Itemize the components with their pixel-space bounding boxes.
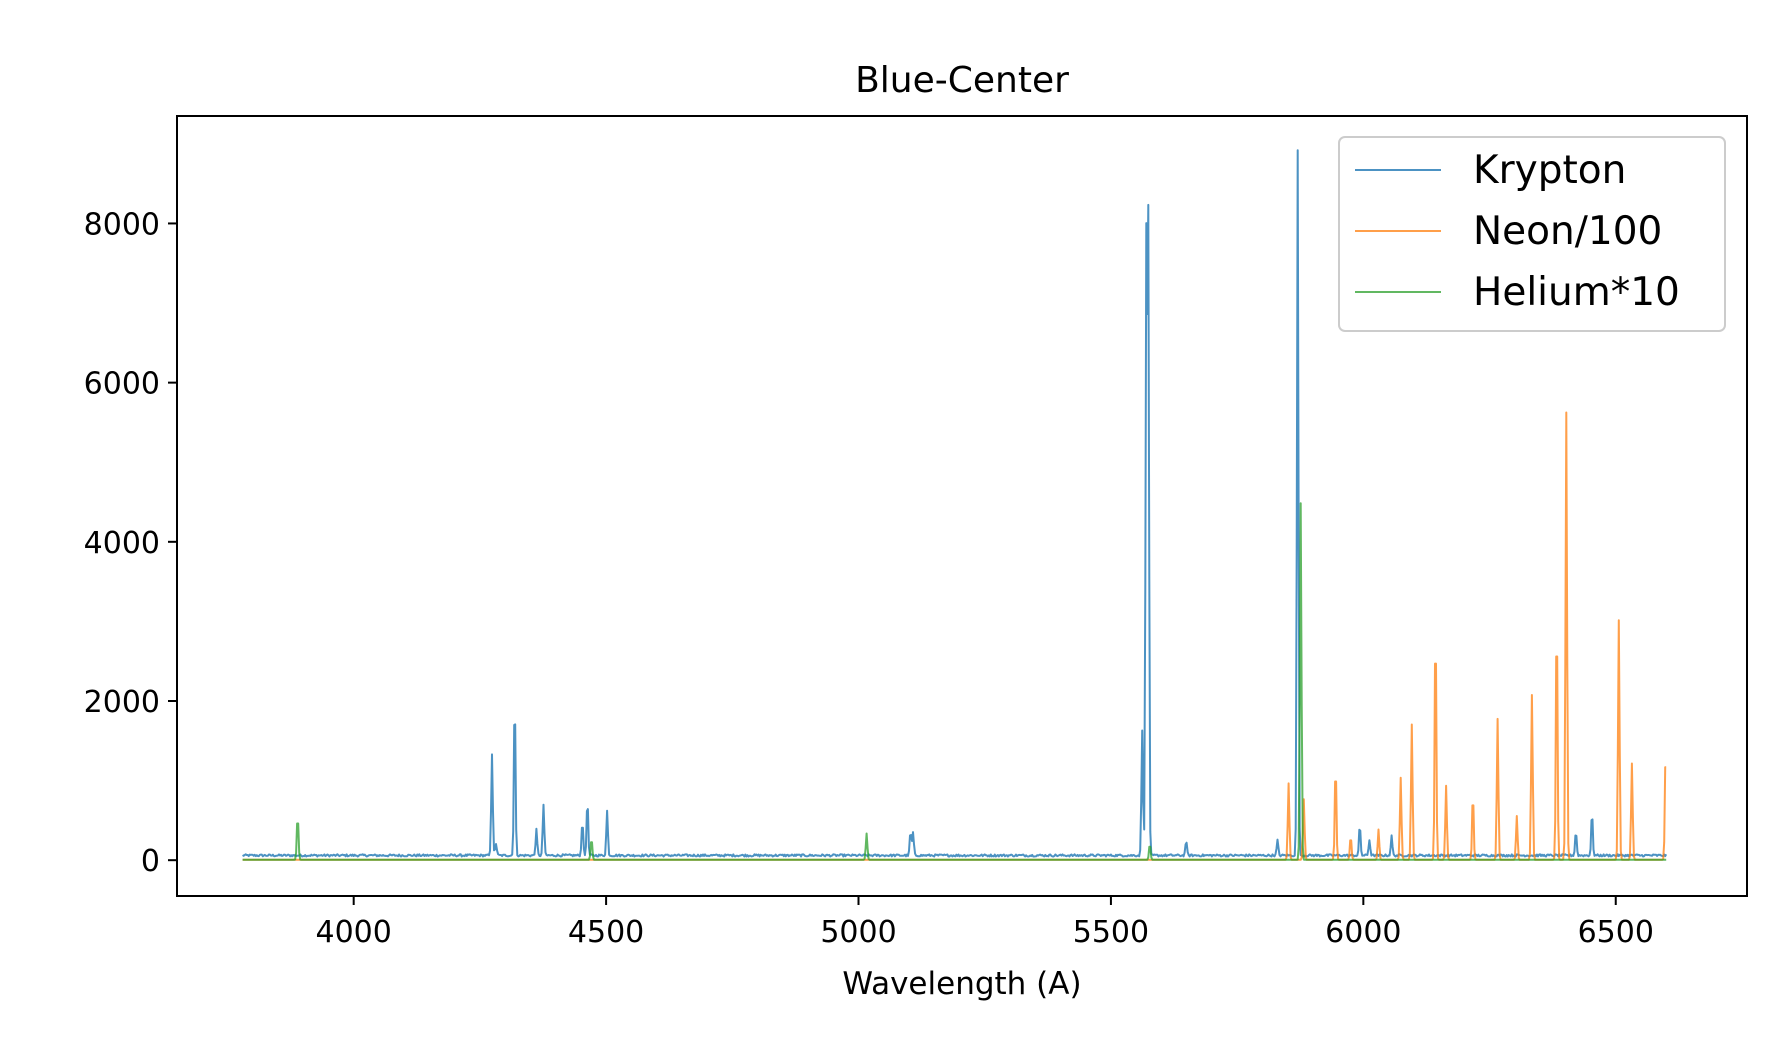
series-line-krypton [242, 149, 1668, 858]
x-axis: 4000 4500 5000 5500 6000 6500 [316, 896, 1654, 950]
legend-box [1338, 136, 1726, 332]
legend-label: Neon/100 [1473, 209, 1662, 254]
x-axis-label: Wavelength (A) [842, 966, 1081, 1002]
series-line-helium-10 [242, 502, 1667, 861]
y-tick-label: 6000 [84, 367, 160, 402]
y-axis: 0 2000 4000 6000 8000 [84, 207, 177, 879]
x-tick-label: 5500 [1073, 915, 1149, 950]
legend-label: Krypton [1473, 148, 1626, 193]
chart-title: Blue-Center [855, 60, 1069, 101]
y-tick-label: 8000 [84, 207, 160, 242]
x-tick-label: 4500 [568, 915, 644, 950]
legend-label: Helium*10 [1473, 270, 1680, 315]
plot-frame [176, 115, 1748, 897]
x-tick-label: 6000 [1325, 915, 1401, 950]
legend: Krypton Neon/100 Helium*10 [1338, 136, 1726, 332]
x-tick-label: 5000 [820, 915, 896, 950]
x-tick-label: 6500 [1578, 915, 1654, 950]
y-tick-label: 4000 [84, 526, 160, 561]
x-tick-label: 4000 [316, 915, 392, 950]
plot-area [242, 149, 1668, 861]
y-tick-label: 0 [141, 844, 160, 879]
y-tick-label: 2000 [84, 685, 160, 720]
